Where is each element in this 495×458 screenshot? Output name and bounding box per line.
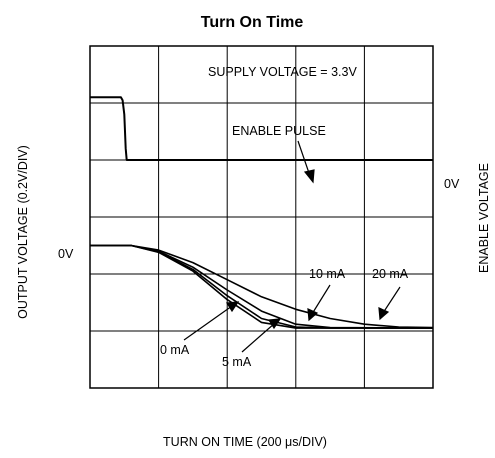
label-0ma: 0 mA xyxy=(160,343,190,357)
arrowhead-enable-pulse xyxy=(303,169,315,184)
arrow-5ma xyxy=(241,322,276,353)
arrow-enable-pulse xyxy=(297,140,311,177)
label-10ma: 10 mA xyxy=(309,267,346,281)
output-trace-20ma xyxy=(90,244,434,329)
arrow-10ma xyxy=(311,284,331,315)
label-20ma: 20 mA xyxy=(372,267,409,281)
arrowhead-10ma xyxy=(307,308,319,322)
arrowhead-20ma xyxy=(378,307,390,321)
arrow-20ma xyxy=(382,286,401,314)
output-zero-label: 0V xyxy=(58,247,74,261)
chart-title: Turn On Time xyxy=(201,14,304,31)
plot-grid xyxy=(90,46,433,388)
arrowhead-5ma xyxy=(267,318,282,330)
pointer-arrows xyxy=(183,140,401,353)
y-axis-label-left: OUTPUT VOLTAGE (0.2V/DIV) xyxy=(16,145,30,319)
plot-frame xyxy=(89,45,434,389)
enable-pulse-trace xyxy=(90,96,433,161)
arrowhead-0ma xyxy=(225,301,240,313)
label-5ma: 5 mA xyxy=(222,355,252,369)
arrow-0ma xyxy=(183,305,233,341)
curves-group xyxy=(90,96,434,329)
y-axis-label-right: ENABLE VOLTAGE xyxy=(477,163,491,273)
x-axis-label: TURN ON TIME (200 μs/DIV) xyxy=(163,435,327,449)
enable-zero-label: 0V xyxy=(444,177,460,191)
enable-pulse-label: ENABLE PULSE xyxy=(232,124,326,138)
supply-voltage-label: SUPPLY VOLTAGE = 3.3V xyxy=(208,65,357,79)
